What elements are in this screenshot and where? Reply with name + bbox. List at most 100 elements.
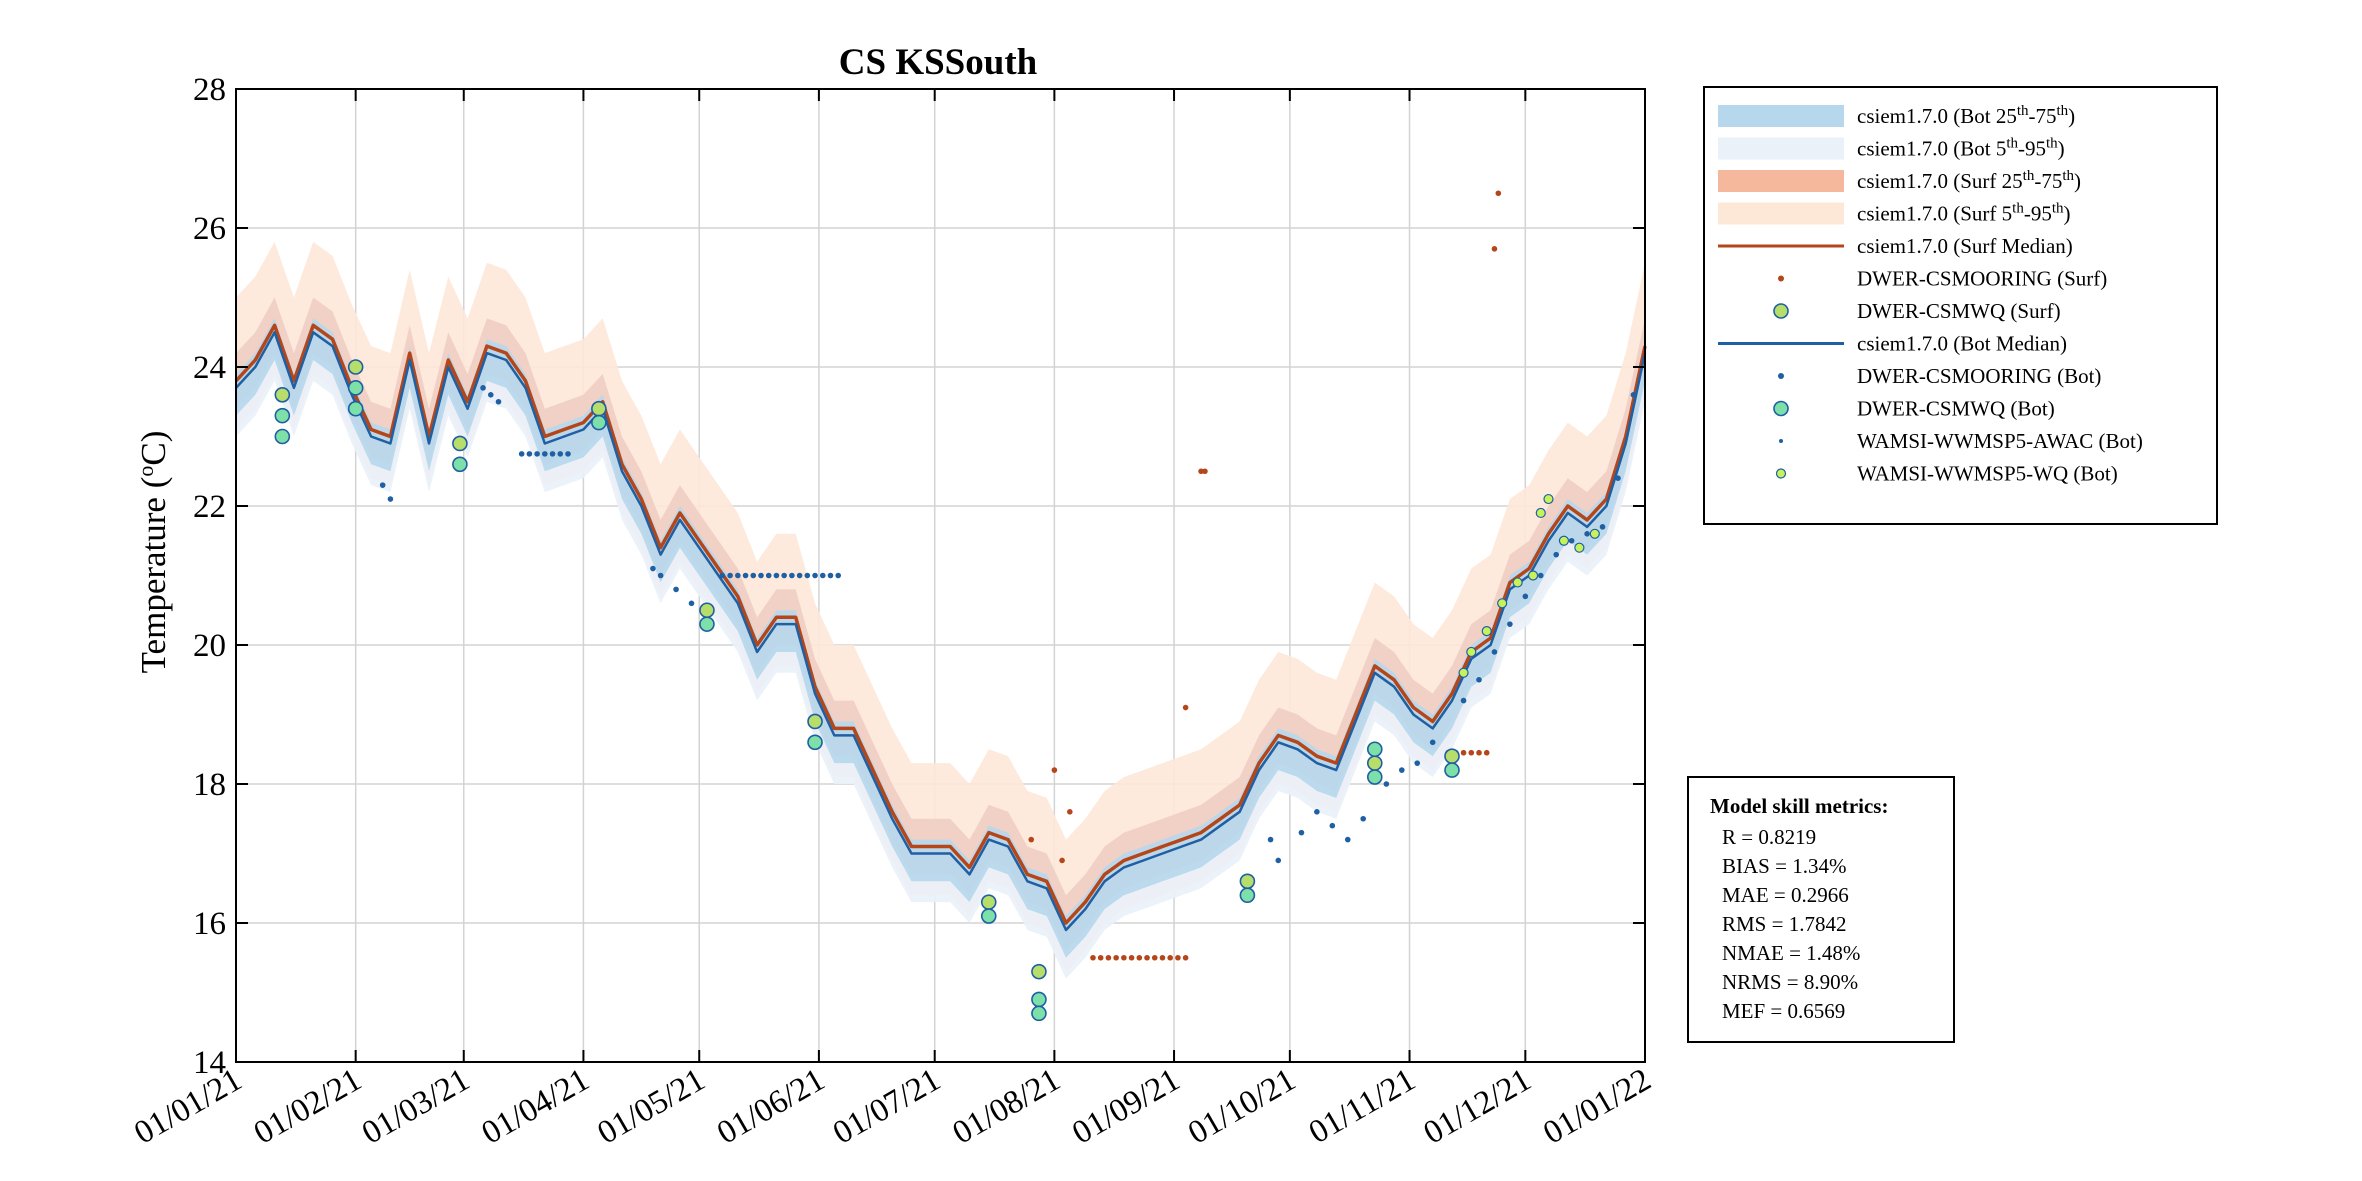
- legend-swatch-3: [1718, 202, 1844, 225]
- x-tick-label-12: 01/01/22: [1537, 1062, 1657, 1152]
- series-10-point-2: [1491, 649, 1498, 655]
- series-10-point-3: [1507, 621, 1513, 627]
- legend-label-10-base: WAMSI-WWMSP5-AWAC (Bot): [1857, 429, 2143, 453]
- series-8-point-39: [1383, 781, 1390, 787]
- legend-label-3-mid: -95: [2024, 202, 2052, 226]
- series-10-point-1: [1476, 676, 1482, 683]
- series-8-point-40: [1399, 767, 1405, 773]
- series-10-point-8: [1584, 531, 1590, 537]
- series-1-band: [236, 297, 1645, 979]
- series-6-point-8: [1239, 873, 1256, 890]
- y-axis-ticks: 14 16 18 20 22 24 26 28: [193, 72, 1645, 1081]
- legend: csiem1.7.0 (Bot 25th-75th)csiem1.7.0 (Bo…: [1703, 86, 2218, 525]
- metric-line-4: NMAE = 1.48%: [1722, 941, 1860, 965]
- y-tick-label-4: 22: [193, 489, 226, 525]
- legend-label-0-sup1: th: [2017, 103, 2029, 119]
- y-tick-label-6: 26: [193, 211, 226, 247]
- series-10-point-4: [1522, 593, 1529, 600]
- series-8-point-8: [542, 451, 548, 457]
- legend-label-6: DWER-CSMWQ (Surf): [1857, 299, 2061, 323]
- series-11-point-8: [1558, 535, 1570, 546]
- x-tick-label-2: 01/03/21: [356, 1062, 476, 1152]
- series-5-point-26: [1476, 749, 1482, 756]
- series-11-point-2: [1481, 625, 1492, 637]
- y-tick-label-3: 20: [193, 628, 226, 664]
- series-11-point-5: [1527, 570, 1539, 581]
- series-9-point-4: [452, 456, 468, 473]
- series-11-point-4: [1512, 577, 1523, 588]
- legend-label-3-end: ): [2064, 202, 2071, 226]
- series-9-point-12: [1366, 769, 1383, 785]
- series-5-point-9: [1090, 954, 1096, 961]
- series-6-point-0: [274, 386, 291, 403]
- metric-line-2: MAE = 0.2966: [1722, 883, 1849, 907]
- legend-label-0-end: ): [2068, 104, 2075, 128]
- axes-box: [235, 88, 1646, 1063]
- series-8-point-41: [1414, 760, 1421, 766]
- legend-label-4: csiem1.7.0 (Surf Median): [1857, 234, 2073, 258]
- series-8-point-13: [657, 572, 664, 579]
- series-layer: [234, 190, 1647, 1022]
- series-8-point-11: [565, 451, 571, 457]
- series-9-point-14: [1444, 762, 1460, 778]
- series-8-point-37: [1344, 836, 1351, 843]
- series-8-point-31: [835, 572, 842, 579]
- y-tick-label-0: 14: [193, 1045, 226, 1081]
- legend-swatch-2: [1718, 170, 1844, 192]
- series-10-point-6: [1553, 551, 1560, 558]
- metrics-box: Model skill metrics: R = 0.8219 BIAS = 1.…: [1687, 776, 1955, 1043]
- series-5-point-17: [1151, 954, 1158, 961]
- legend-label-5: DWER-CSMOORING (Surf): [1857, 267, 2107, 291]
- series-8-point-38: [1360, 815, 1366, 822]
- x-tick-label-1: 01/02/21: [248, 1062, 368, 1152]
- metric-line-1: BIAS = 1.34%: [1722, 854, 1846, 878]
- legend-label-2-base: csiem1.7.0 (Surf 25: [1857, 169, 2023, 193]
- metrics-border: [1687, 776, 1955, 1043]
- series-8-point-28: [812, 572, 818, 579]
- series-9-point-6: [699, 616, 715, 632]
- series-8-point-16: [719, 572, 726, 579]
- x-tick-label-5: 01/06/21: [711, 1062, 831, 1152]
- series-8-point-6: [526, 451, 533, 457]
- series-5-point-1: [1491, 246, 1498, 252]
- series-8-point-5: [518, 451, 525, 457]
- series-2-band: [236, 297, 1645, 951]
- legend-label-10: WAMSI-WWMSP5-AWAC (Bot): [1857, 429, 2143, 453]
- series-8-point-36: [1329, 822, 1336, 829]
- series-7-line: [235, 331, 1647, 932]
- series-8-point-21: [758, 572, 764, 579]
- series-8-point-20: [750, 572, 757, 579]
- series-8-point-35: [1314, 809, 1320, 815]
- metric-line-5: NRMS = 8.90%: [1722, 970, 1858, 994]
- series-9-point-7: [807, 734, 823, 751]
- y-axis-label-degree: o: [133, 466, 158, 477]
- legend-label-8: DWER-CSMOORING (Bot): [1857, 364, 2101, 388]
- legend-label-0-base: csiem1.7.0 (Bot 25: [1857, 104, 2017, 128]
- series-10-point-7: [1568, 537, 1575, 544]
- series-8-point-17: [727, 572, 733, 579]
- series-11-point-3: [1497, 598, 1508, 609]
- series-6-point-10: [1444, 748, 1460, 765]
- series-4-line: [234, 323, 1647, 925]
- series-5-point-6: [1067, 809, 1073, 815]
- legend-label-2-end: ): [2074, 169, 2081, 193]
- series-8-point-26: [796, 572, 803, 579]
- legend-label-0: csiem1.7.0 (Bot 25th-75th): [1857, 103, 2075, 128]
- metric-line-3: RMS = 1.7842: [1722, 912, 1846, 936]
- legend-label-5-base: DWER-CSMOORING (Surf): [1857, 267, 2107, 291]
- y-axis-label: Temperature (oC): [133, 431, 174, 674]
- series-8-point-34: [1298, 829, 1305, 836]
- series-5-point-25: [1468, 749, 1475, 756]
- series-10-point-0: [1460, 697, 1467, 704]
- series-5-point-19: [1167, 954, 1173, 961]
- series-11-point-1: [1466, 646, 1477, 658]
- series-8-point-4: [495, 398, 502, 405]
- series-9-point-1: [274, 428, 291, 445]
- y-tick-label-1: 16: [193, 906, 226, 942]
- series-8-point-7: [534, 451, 540, 457]
- series-8-point-32: [1267, 836, 1274, 843]
- series-9-point-0: [274, 407, 291, 424]
- series-11-point-9: [1574, 542, 1585, 553]
